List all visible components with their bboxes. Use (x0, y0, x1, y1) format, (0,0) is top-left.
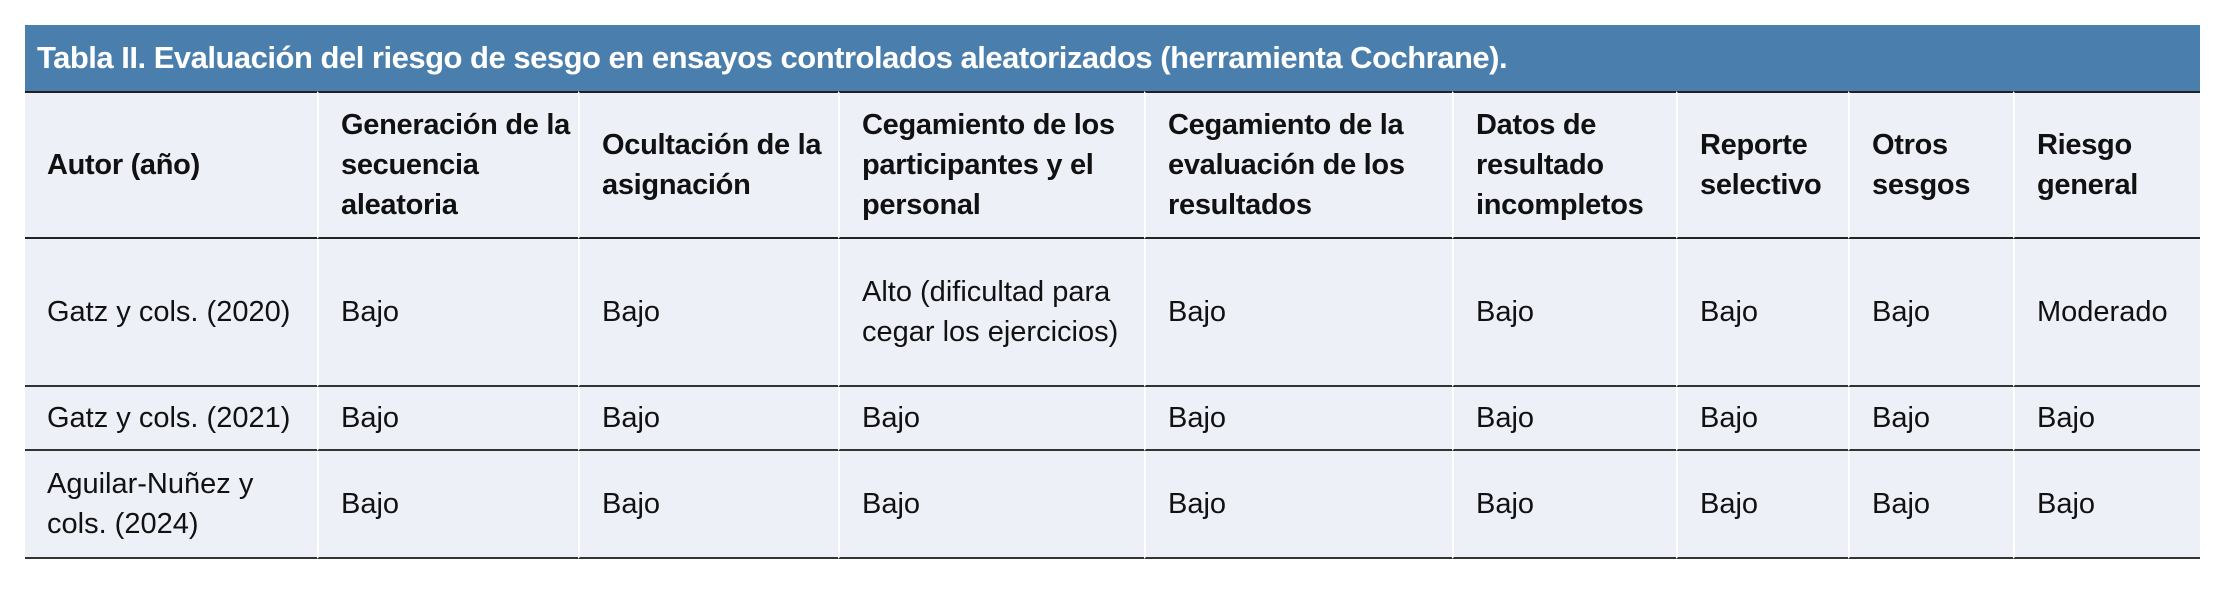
column-header: Otros sesgos (1848, 91, 2013, 239)
column-header: Riesgo general (2013, 91, 2200, 239)
risk-cell: Bajo (578, 387, 838, 451)
risk-cell: Bajo (1452, 451, 1676, 559)
column-header: Cegamiento de la evaluación de los resul… (1144, 91, 1452, 239)
risk-cell: Bajo (838, 451, 1144, 559)
author-cell: Gatz y cols. (2020) (25, 239, 317, 387)
risk-cell: Bajo (1452, 387, 1676, 451)
risk-cell: Bajo (1144, 387, 1452, 451)
header-row: Autor (año) Generación de la secuencia al… (25, 91, 2200, 239)
risk-cell: Bajo (317, 239, 578, 387)
risk-cell: Alto (dificultad para cegar los ejercici… (838, 239, 1144, 387)
risk-cell: Bajo (1848, 387, 2013, 451)
table-title: Tabla II. Evaluación del riesgo de sesgo… (25, 25, 2200, 91)
risk-cell: Bajo (2013, 451, 2200, 559)
author-cell: Aguilar-Nuñez y cols. (2024) (25, 451, 317, 559)
risk-cell: Bajo (1848, 239, 2013, 387)
column-header: Autor (año) (25, 91, 317, 239)
risk-cell: Bajo (2013, 387, 2200, 451)
risk-cell: Bajo (838, 387, 1144, 451)
risk-cell: Bajo (1144, 451, 1452, 559)
column-header: Ocultación de la asignación (578, 91, 838, 239)
column-header: Reporte selectivo (1676, 91, 1848, 239)
risk-cell: Bajo (578, 239, 838, 387)
table-row: Aguilar-Nuñez y cols. (2024) Bajo Bajo Bajo… (25, 451, 2200, 559)
risk-cell: Bajo (1676, 387, 1848, 451)
table-row: Gatz y cols. (2020) Bajo Bajo Alto (dificul… (25, 239, 2200, 387)
risk-cell: Bajo (317, 451, 578, 559)
risk-of-bias-table-container: Tabla II. Evaluación del riesgo de sesgo… (25, 25, 2200, 559)
column-header: Generación de la secuencia aleatoria (317, 91, 578, 239)
risk-cell: Bajo (1452, 239, 1676, 387)
risk-cell: Bajo (1144, 239, 1452, 387)
risk-cell: Bajo (317, 387, 578, 451)
risk-cell: Bajo (1676, 239, 1848, 387)
risk-cell: Bajo (578, 451, 838, 559)
table-row: Gatz y cols. (2021) Bajo Bajo Bajo Bajo Bajo B… (25, 387, 2200, 451)
risk-cell: Moderado (2013, 239, 2200, 387)
risk-cell: Bajo (1848, 451, 2013, 559)
risk-of-bias-table: Autor (año) Generación de la secuencia al… (25, 91, 2200, 559)
column-header: Datos de resultado incompletos (1452, 91, 1676, 239)
column-header: Cegamiento de los participantes y el per… (838, 91, 1144, 239)
risk-cell: Bajo (1676, 451, 1848, 559)
author-cell: Gatz y cols. (2021) (25, 387, 317, 451)
